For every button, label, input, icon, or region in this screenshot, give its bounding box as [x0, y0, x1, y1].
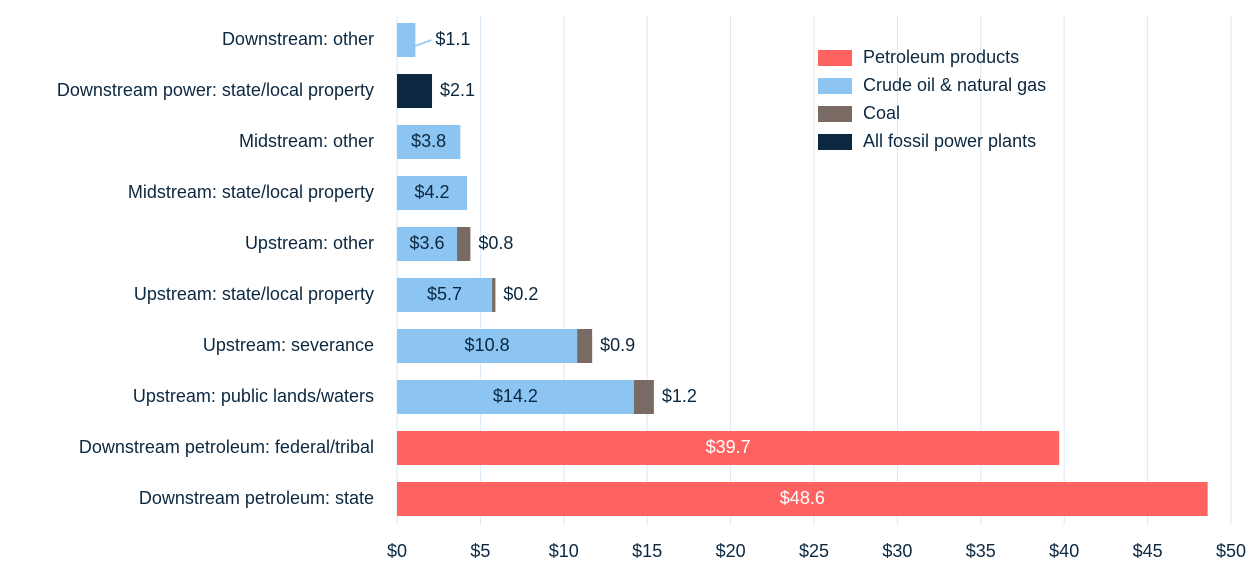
value-label: $1.2 [662, 386, 697, 406]
category-label: Upstream: other [245, 233, 374, 253]
value-label: $48.6 [780, 488, 825, 508]
bar-segment [633, 380, 654, 414]
legend-label: Crude oil & natural gas [863, 75, 1046, 95]
x-tick-label: $5 [470, 541, 490, 561]
x-tick-label: $40 [1049, 541, 1079, 561]
value-label: $0.9 [600, 335, 635, 355]
bar-segment [397, 176, 468, 210]
legend-swatch [818, 106, 852, 122]
legend-label: Petroleum products [863, 47, 1019, 67]
bar-segment [397, 329, 578, 363]
legend-label: All fossil power plants [863, 131, 1036, 151]
value-label: $0.2 [503, 284, 538, 304]
x-tick-label: $15 [632, 541, 662, 561]
value-label: $39.7 [706, 437, 751, 457]
x-tick-label: $35 [966, 541, 996, 561]
bar-segment [397, 278, 493, 312]
legend-swatch [818, 50, 852, 66]
x-tick-label: $50 [1216, 541, 1246, 561]
value-label: $1.1 [435, 29, 470, 49]
category-label: Downstream petroleum: state [139, 488, 374, 508]
bar-segment [577, 329, 593, 363]
x-tick-label: $20 [716, 541, 746, 561]
x-tick-label: $45 [1133, 541, 1163, 561]
x-tick-label: $0 [387, 541, 407, 561]
value-label: $3.8 [411, 131, 446, 151]
bar-segment [397, 482, 1208, 516]
bar-segment [457, 227, 471, 261]
category-label: Downstream petroleum: federal/tribal [79, 437, 374, 457]
value-label: $4.2 [415, 182, 450, 202]
legend-label: Coal [863, 103, 900, 123]
value-label: $0.8 [478, 233, 513, 253]
value-label: $3.6 [410, 233, 445, 253]
value-label: $5.7 [427, 284, 462, 304]
category-label: Downstream: other [222, 29, 374, 49]
x-tick-label: $25 [799, 541, 829, 561]
category-label: Downstream power: state/local property [57, 80, 374, 100]
leader-line [415, 39, 432, 47]
value-label: $10.8 [465, 335, 510, 355]
x-tick-label: $10 [549, 541, 579, 561]
bar-segment [492, 278, 496, 312]
x-tick-label: $30 [882, 541, 912, 561]
bar-segment [397, 125, 461, 159]
legend-swatch [818, 78, 852, 94]
category-label: Upstream: public lands/waters [133, 386, 374, 406]
bar-segment [397, 227, 458, 261]
category-label: Upstream: severance [203, 335, 374, 355]
bar-segment [397, 431, 1060, 465]
category-label: Upstream: state/local property [134, 284, 374, 304]
category-label: Midstream: state/local property [128, 182, 374, 202]
bar-segment [397, 23, 416, 57]
bar-segment [397, 74, 433, 108]
bar-segment [397, 380, 634, 414]
category-label: Midstream: other [239, 131, 374, 151]
legend-swatch [818, 134, 852, 150]
value-label: $14.2 [493, 386, 538, 406]
value-label: $2.1 [440, 80, 475, 100]
